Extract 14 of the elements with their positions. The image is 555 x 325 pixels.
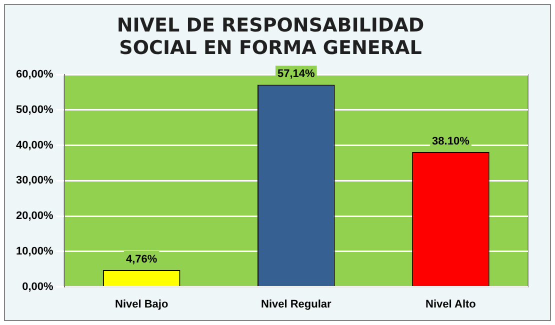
y-tick-label: 20,00%	[16, 210, 54, 222]
x-tick-label: Nivel Bajo	[114, 298, 168, 310]
y-tick-label: 30,00%	[16, 174, 54, 187]
data-label: 4,76%	[126, 253, 158, 266]
x-tick-label: Nivel Regular	[261, 298, 332, 310]
x-tick-label: Nivel Alto	[426, 298, 476, 310]
y-tick-label: 0,00%	[22, 280, 54, 293]
data-label: 57,14%	[278, 68, 316, 80]
y-tick-label: 50,00%	[16, 104, 54, 116]
y-tick-label: 40,00%	[16, 139, 54, 152]
data-label: 38.10%	[432, 136, 470, 148]
y-tick-label: 60,00%	[16, 68, 54, 81]
chart-title: NIVEL DE RESPONSABILIDAD SOCIAL EN FORMA GENERAL	[116, 14, 424, 60]
y-tick-label: 10,00%	[16, 245, 54, 258]
